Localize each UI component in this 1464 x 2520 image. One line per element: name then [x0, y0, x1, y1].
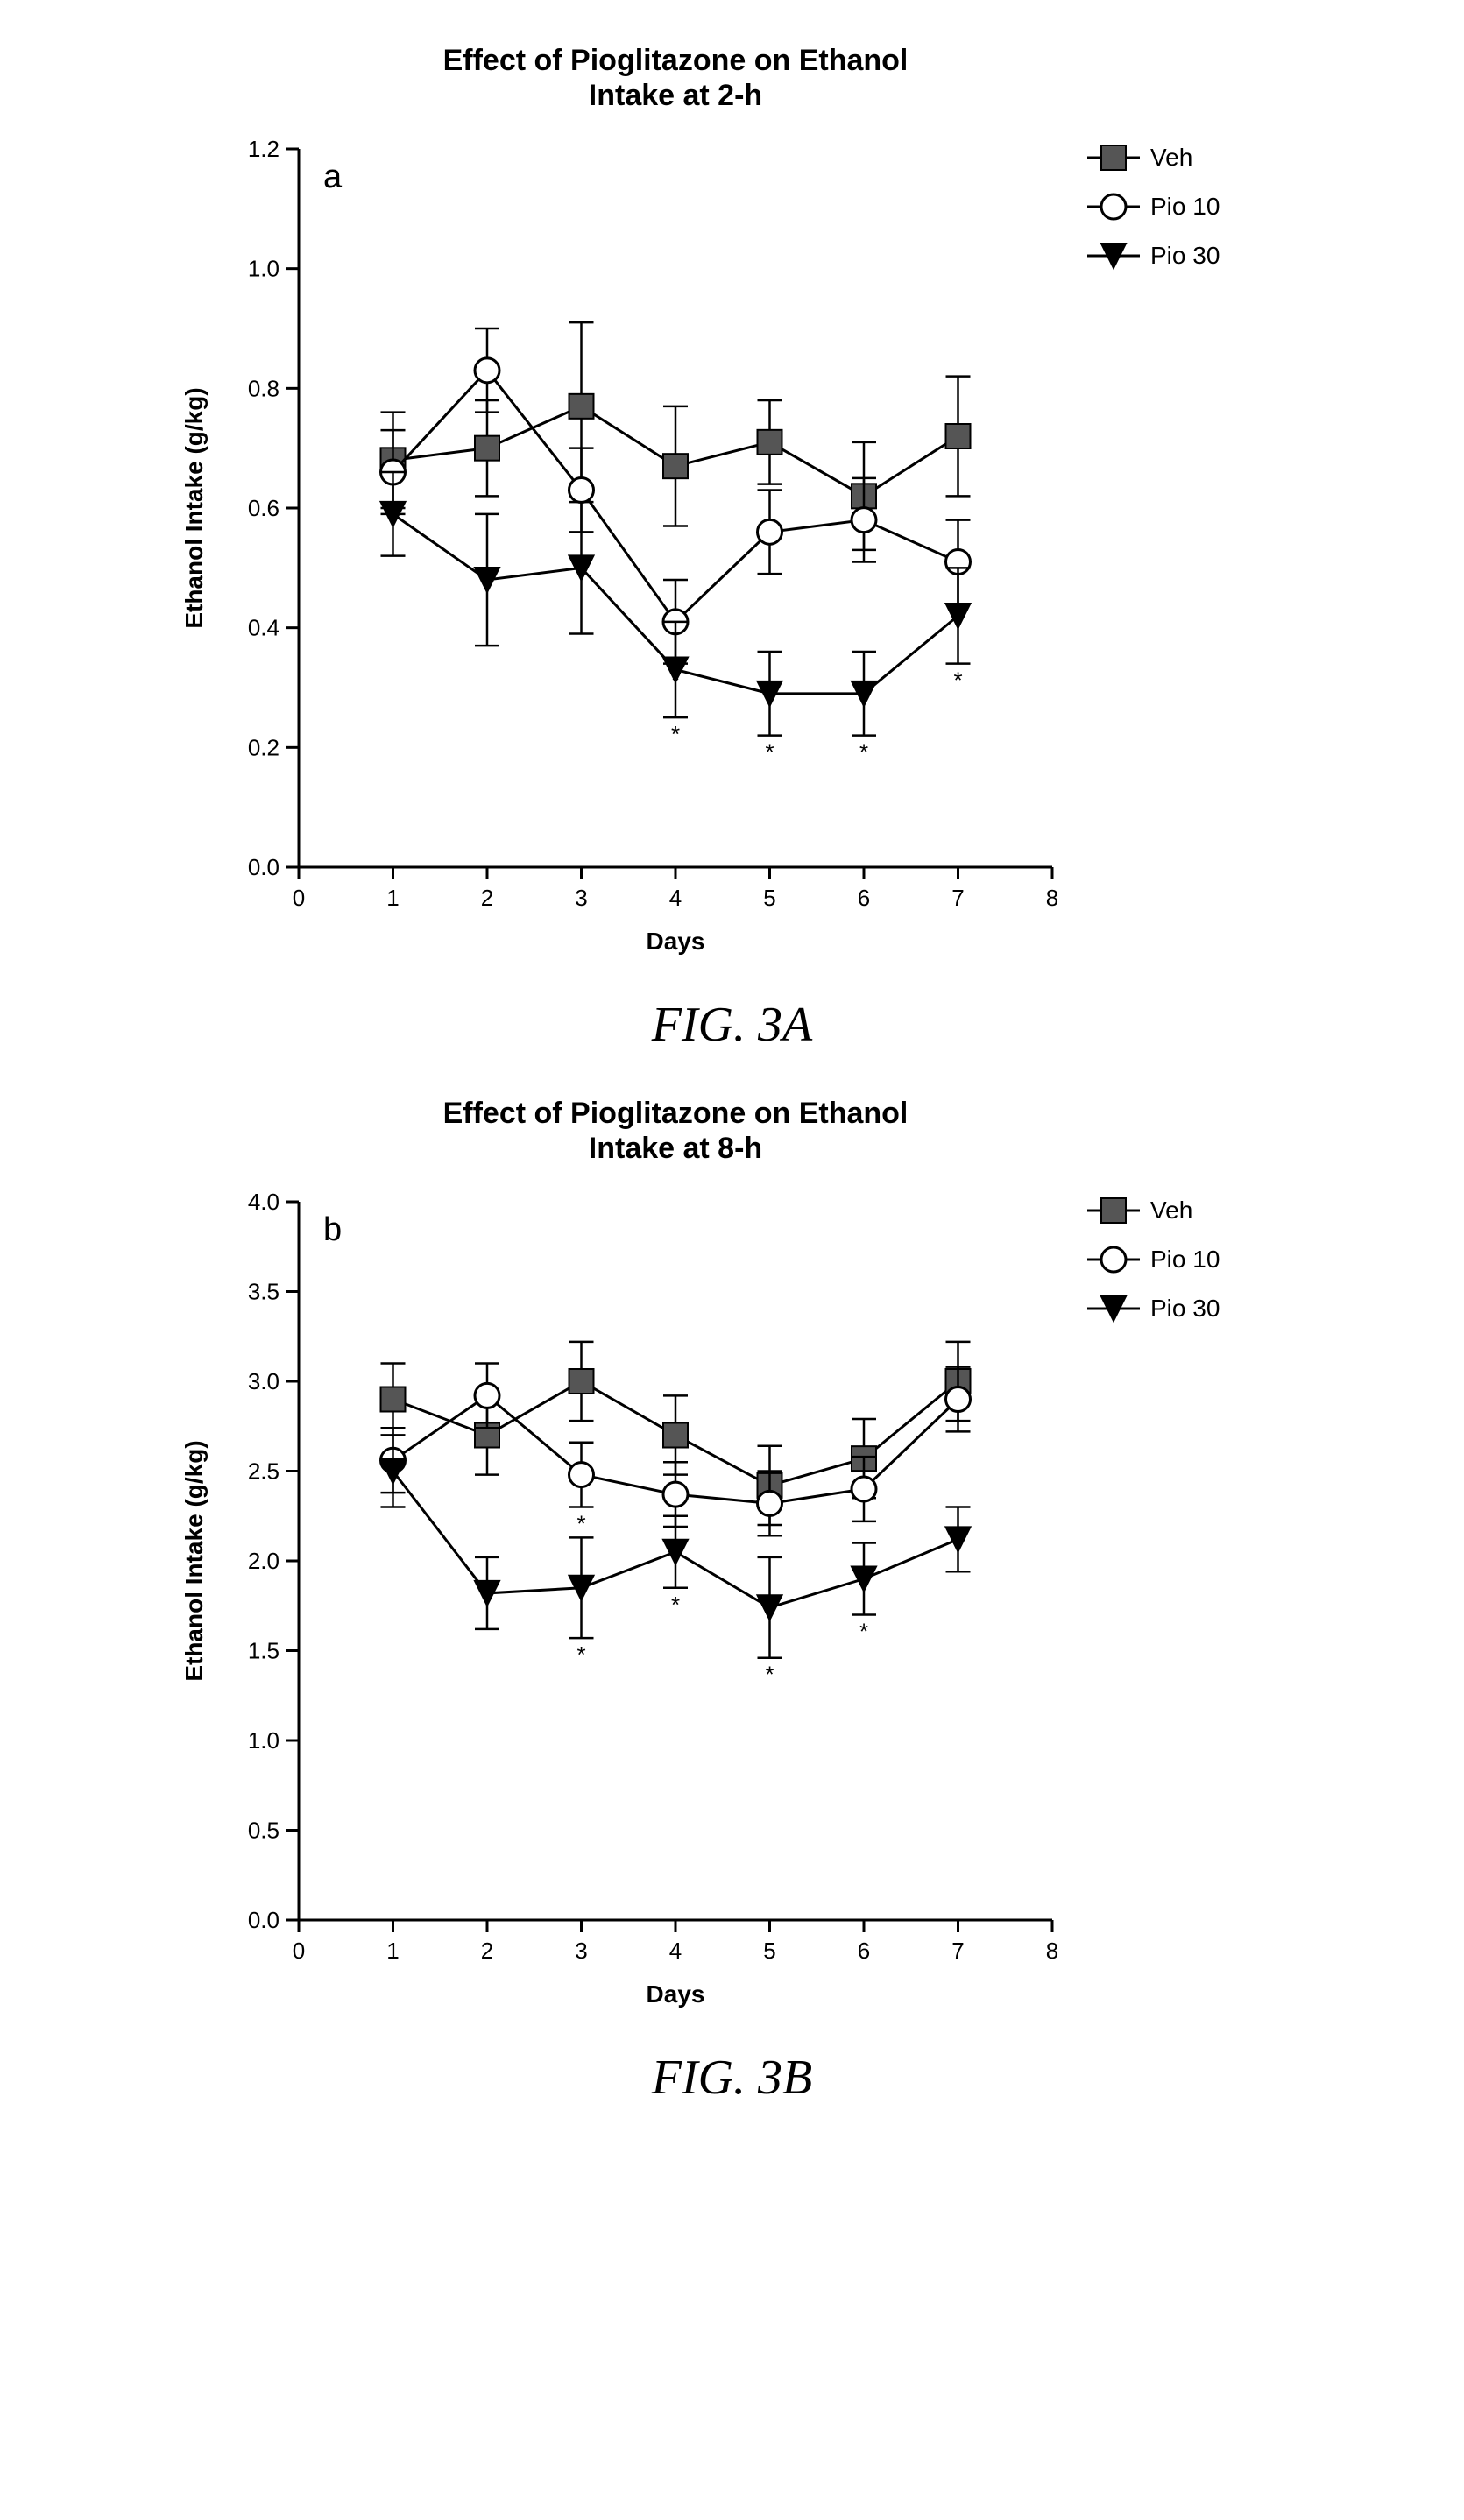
x-tick-label: 1	[386, 885, 399, 911]
marker-square	[1101, 145, 1126, 170]
x-tick-label: 0	[292, 885, 304, 911]
marker-square	[663, 1423, 688, 1448]
legend-label: Veh	[1150, 1196, 1192, 1224]
significance-star: *	[953, 667, 962, 694]
y-tick-label: 0.0	[247, 1907, 279, 1933]
marker-square	[475, 436, 499, 461]
y-tick-label: 2.0	[247, 1548, 279, 1574]
marker-circle	[1101, 194, 1126, 219]
panel-letter: a	[323, 159, 343, 195]
x-axis-label: Days	[646, 1980, 704, 2008]
y-tick-label: 1.0	[247, 256, 279, 282]
x-tick-label: 0	[292, 1938, 304, 1964]
x-tick-label: 2	[480, 885, 492, 911]
y-tick-label: 0.2	[247, 734, 279, 760]
y-tick-label: 1.0	[247, 1727, 279, 1754]
legend-label: Pio 10	[1150, 193, 1220, 220]
marker-square	[569, 394, 593, 419]
significance-star: *	[576, 1641, 585, 1668]
significance-star: *	[859, 1619, 867, 1645]
y-tick-label: 4.0	[247, 1189, 279, 1215]
y-tick-label: 0.4	[247, 615, 279, 641]
marker-circle	[475, 358, 499, 383]
marker-circle	[1101, 1247, 1126, 1272]
y-tick-label: 1.2	[247, 136, 279, 162]
marker-triangle	[663, 658, 688, 682]
marker-triangle	[945, 1527, 970, 1551]
marker-circle	[569, 1463, 593, 1487]
y-tick-label: 0.0	[247, 854, 279, 880]
marker-triangle	[663, 1540, 688, 1564]
figure-3a-caption: FIG. 3A	[652, 997, 813, 1053]
legend-label: Pio 10	[1150, 1246, 1220, 1273]
significance-star: *	[859, 739, 867, 766]
figure-3b-caption: FIG. 3B	[652, 2050, 813, 2106]
figure-3a-chart: Effect of Pioglitazone on EthanolIntake …	[150, 35, 1315, 990]
chart-title-line1: Effect of Pioglitazone on Ethanol	[442, 1097, 908, 1130]
marker-triangle	[852, 1567, 876, 1592]
marker-circle	[852, 508, 876, 533]
legend-label: Veh	[1150, 144, 1192, 171]
x-tick-label: 1	[386, 1938, 399, 1964]
x-tick-label: 5	[763, 885, 775, 911]
marker-square	[663, 454, 688, 478]
y-tick-label: 1.5	[247, 1638, 279, 1664]
marker-circle	[569, 478, 593, 503]
x-tick-label: 2	[480, 1938, 492, 1964]
x-tick-label: 5	[763, 1938, 775, 1964]
significance-star: *	[670, 1592, 679, 1618]
legend-label: Pio 30	[1150, 242, 1220, 269]
marker-square	[380, 1387, 405, 1412]
y-axis-label: Ethanol Intake (g/kg)	[180, 387, 208, 628]
marker-circle	[757, 1491, 782, 1515]
marker-square	[945, 424, 970, 448]
panel-letter: b	[323, 1211, 342, 1248]
x-tick-label: 4	[668, 885, 681, 911]
marker-circle	[663, 1482, 688, 1507]
marker-square	[757, 430, 782, 455]
page: Effect of Pioglitazone on EthanolIntake …	[0, 0, 1464, 2158]
x-tick-label: 6	[857, 1938, 869, 1964]
x-tick-label: 3	[575, 885, 587, 911]
x-axis-label: Days	[646, 928, 704, 955]
y-tick-label: 0.5	[247, 1818, 279, 1844]
significance-star: *	[576, 1511, 585, 1537]
marker-circle	[852, 1477, 876, 1501]
marker-square	[569, 1369, 593, 1394]
legend-label: Pio 30	[1150, 1295, 1220, 1322]
y-tick-label: 3.0	[247, 1368, 279, 1394]
chart-title-line2: Intake at 8-h	[588, 1132, 761, 1165]
significance-star: *	[670, 721, 679, 747]
y-axis-label: Ethanol Intake (g/kg)	[180, 1440, 208, 1681]
marker-triangle	[380, 1459, 405, 1484]
y-tick-label: 0.6	[247, 495, 279, 521]
marker-circle	[945, 1387, 970, 1412]
significance-star: *	[765, 739, 774, 766]
chart-title-line2: Intake at 2-h	[588, 79, 761, 112]
figure-3a-panel: Effect of Pioglitazone on EthanolIntake …	[150, 35, 1315, 1053]
marker-circle	[757, 519, 782, 544]
y-tick-label: 3.5	[247, 1279, 279, 1305]
marker-triangle	[757, 1595, 782, 1620]
marker-circle	[475, 1383, 499, 1408]
figure-3b-panel: Effect of Pioglitazone on EthanolIntake …	[150, 1088, 1315, 2106]
x-tick-label: 4	[668, 1938, 681, 1964]
x-tick-label: 8	[1045, 885, 1057, 911]
significance-star: *	[765, 1662, 774, 1688]
marker-square	[1101, 1198, 1126, 1223]
figure-3b-chart: Effect of Pioglitazone on EthanolIntake …	[150, 1088, 1315, 2043]
x-tick-label: 7	[951, 885, 964, 911]
chart-title-line1: Effect of Pioglitazone on Ethanol	[442, 44, 908, 77]
x-tick-label: 8	[1045, 1938, 1057, 1964]
x-tick-label: 6	[857, 885, 869, 911]
y-tick-label: 2.5	[247, 1458, 279, 1485]
y-tick-label: 0.8	[247, 375, 279, 401]
x-tick-label: 7	[951, 1938, 964, 1964]
x-tick-label: 3	[575, 1938, 587, 1964]
